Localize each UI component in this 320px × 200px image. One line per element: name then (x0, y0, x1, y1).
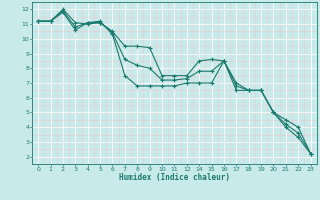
X-axis label: Humidex (Indice chaleur): Humidex (Indice chaleur) (119, 173, 230, 182)
